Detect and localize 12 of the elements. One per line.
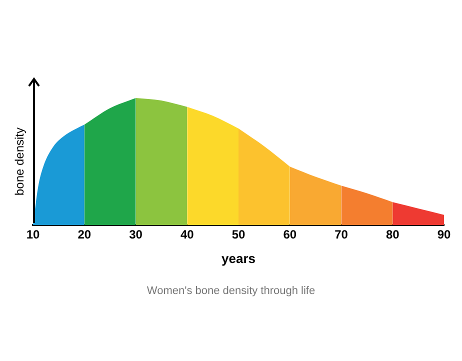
x-tick-label: 60 [283, 228, 297, 242]
x-tick-label: 80 [386, 228, 400, 242]
x-tick-label: 40 [180, 228, 194, 242]
x-tick-label: 70 [334, 228, 348, 242]
x-tick-label: 90 [437, 228, 451, 242]
y-axis-title: bone density [12, 127, 26, 196]
x-tick-label: 10 [26, 228, 40, 242]
x-tick-label: 30 [129, 228, 143, 242]
x-axis-title: years [222, 250, 256, 266]
text: Women's bone density through life [146, 285, 316, 297]
x-tick-label: 50 [232, 228, 246, 242]
x-tick-label: 20 [78, 228, 92, 242]
